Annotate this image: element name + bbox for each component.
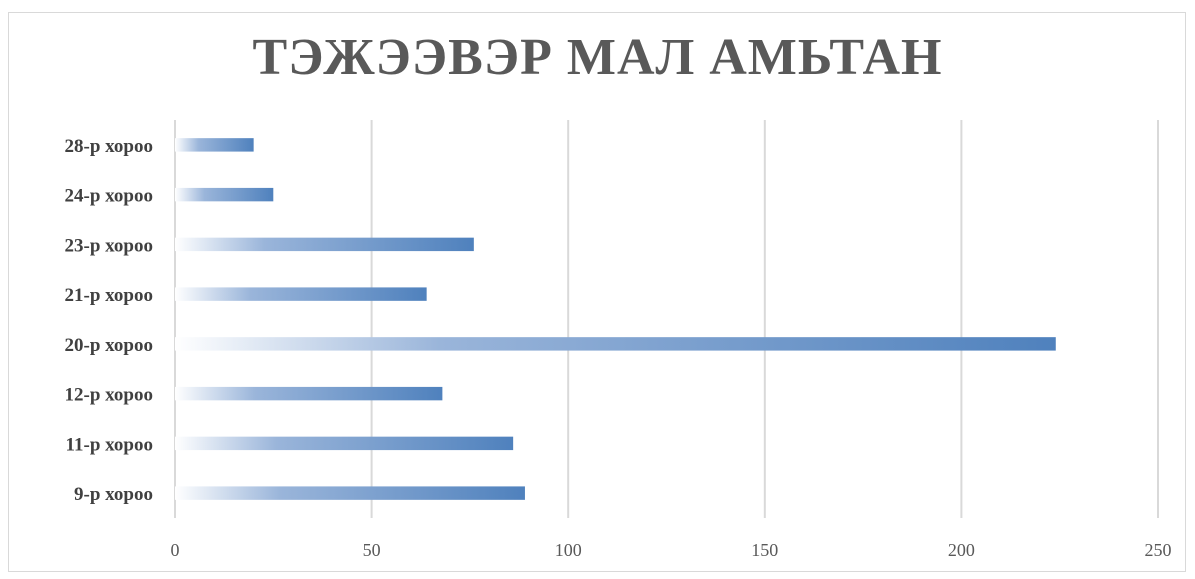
- bar: [175, 138, 254, 152]
- x-tick-label: 250: [1145, 540, 1172, 560]
- bar: [175, 436, 514, 451]
- bar: [175, 187, 274, 202]
- x-tick-label: 150: [751, 540, 778, 560]
- category-label: 28-р хороо: [65, 136, 154, 157]
- bar: [175, 386, 443, 401]
- bar: [175, 237, 474, 252]
- category-label: 9-р хороо: [74, 484, 153, 505]
- x-tick-label: 50: [363, 540, 381, 560]
- category-label: 24-р хороо: [65, 186, 154, 207]
- category-label: 11-р хороо: [66, 434, 153, 455]
- chart-title: ТЭЖЭЭВЭР МАЛ АМЬТАН: [252, 29, 943, 86]
- x-tick-label: 0: [171, 540, 180, 560]
- bar: [175, 337, 1056, 351]
- bar: [175, 287, 427, 301]
- x-tick-label: 200: [948, 540, 975, 560]
- category-label: 20-р хороо: [65, 335, 154, 356]
- category-label: 23-р хороо: [65, 235, 154, 256]
- bar: [175, 486, 525, 500]
- x-tick-label: 100: [555, 540, 582, 560]
- category-label: 12-р хороо: [65, 385, 154, 406]
- category-label: 21-р хороо: [65, 285, 154, 306]
